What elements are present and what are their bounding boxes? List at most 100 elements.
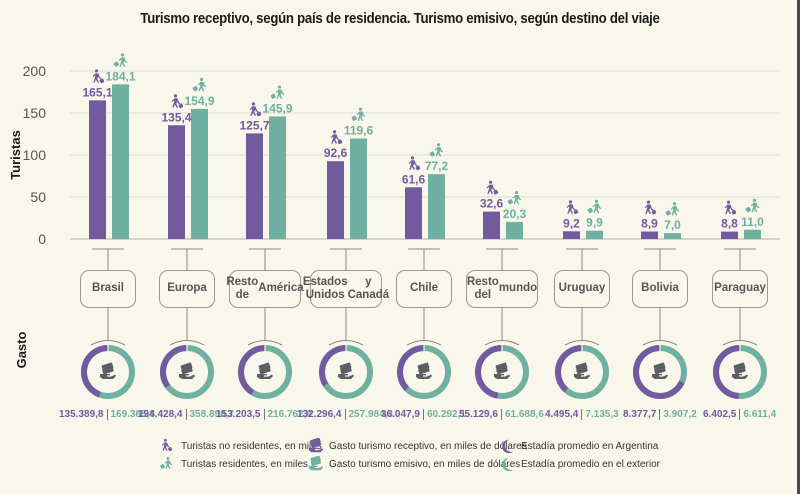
y-tick-label: 100 (23, 147, 47, 163)
tourist-luggage-icon (587, 199, 602, 214)
tourist-luggage-icon (270, 85, 285, 100)
connector-arc (247, 340, 283, 346)
y-axis-title-gasto: Gasto (14, 332, 29, 369)
y-tick-label: 50 (30, 189, 46, 205)
donut-receptivo (238, 345, 266, 396)
legend-label: Gasto turismo emisivo, en miles de dólar… (329, 458, 521, 470)
data-label-residentes: 77,2 (425, 159, 449, 173)
gasto-emisivo-label: 6.611,4 (743, 409, 777, 420)
legend-label: Estadía promedio en Argentina (521, 440, 659, 452)
tourist-luggage-icon (644, 200, 657, 215)
gasto-emisivo-label: 169.365,8 (110, 409, 156, 420)
gasto-values: 4.495,4 7.135,3 (545, 409, 619, 420)
bar-no-residentes (89, 100, 106, 239)
bar-no-residentes (721, 231, 738, 239)
hand-money-icon (308, 456, 324, 471)
data-label-no-residentes: 165,1 (82, 85, 112, 99)
bar-residentes (428, 174, 445, 239)
donut-receptivo (555, 345, 583, 393)
gasto-values: 36.047,9 60.292,1 (381, 409, 466, 420)
y-axis-title-turistas: Turistas (8, 130, 23, 180)
data-label-residentes: 7,0 (664, 218, 681, 232)
category-label: Europa (159, 270, 215, 308)
bar-residentes (586, 230, 603, 239)
bar-no-residentes (483, 211, 500, 239)
connector-arc (328, 340, 364, 346)
y-tick-label: 150 (23, 105, 47, 121)
tourist-luggage-icon (745, 198, 760, 213)
data-label-no-residentes: 61,6 (402, 172, 426, 186)
gasto-emisivo-label: 3.907,2 (663, 409, 697, 420)
tourist-luggage-icon (566, 200, 579, 215)
category-label: Chile (396, 270, 452, 308)
gasto-emisivo-label: 358.890,7 (189, 409, 235, 420)
hand-money-icon (308, 438, 324, 453)
hand-money-icon (652, 362, 668, 379)
hand-money-icon (732, 362, 748, 379)
bar-no-residentes (405, 187, 422, 239)
hand-money-icon (100, 362, 116, 379)
gasto-values: 6.402,5 6.611,4 (703, 409, 776, 420)
donut-receptivo (160, 345, 188, 389)
bar-no-residentes (168, 125, 185, 239)
connector-arc (564, 340, 600, 346)
tourist-luggage-icon (330, 130, 343, 145)
category-label: Resto del mundo (466, 270, 538, 308)
tourist-luggage-icon (408, 156, 421, 171)
legend-item: Turistas no residentes, en miles (160, 438, 322, 454)
tourist-luggage-icon (171, 94, 184, 109)
gasto-values: 132.296,4 257.984,3 (297, 409, 393, 420)
data-label-no-residentes: 92,6 (324, 146, 348, 160)
gasto-emisivo-label: 257.984,3 (348, 409, 394, 420)
right-edge-border (797, 0, 800, 494)
connector-arc (406, 340, 442, 346)
donut-receptivo (81, 345, 109, 398)
gasto-receptivo-label: 8.377,7 (623, 409, 661, 420)
gasto-receptivo-label: 4.495,4 (545, 409, 583, 420)
bar-residentes (744, 229, 761, 239)
category-label: Resto de América (226, 270, 304, 308)
hand-money-icon (574, 362, 590, 379)
bar-residentes (269, 116, 286, 239)
data-label-no-residentes: 9,2 (563, 216, 580, 230)
data-label-no-residentes: 32,6 (480, 197, 504, 211)
legend-label: Estadía promedio en el exterior (521, 458, 660, 470)
tourist-luggage-icon (113, 53, 128, 68)
gasto-values: 194.428,4 358.890,7 (138, 409, 234, 420)
donut-receptivo (397, 345, 425, 391)
tourist-luggage-icon (192, 77, 207, 92)
gasto-emisivo-label: 216.762,9 (267, 409, 313, 420)
walking-tourist-luggage-icon (161, 438, 173, 452)
legend-item: Estadía promedio en Argentina (500, 438, 658, 454)
data-label-residentes: 154,9 (184, 94, 214, 108)
tourist-luggage-icon (249, 102, 262, 117)
data-label-residentes: 9,9 (586, 216, 603, 230)
category-label: Bolivia (632, 270, 688, 308)
bar-no-residentes (327, 161, 344, 239)
y-tick-label: 200 (23, 63, 47, 79)
data-label-no-residentes: 8,9 (641, 217, 658, 231)
bar-no-residentes (641, 231, 658, 239)
data-label-no-residentes: 125,7 (239, 118, 269, 132)
legend-item: Gasto turismo receptivo, en miles de dól… (308, 438, 527, 454)
legend-label: Gasto turismo receptivo, en miles de dól… (329, 440, 527, 452)
gasto-emisivo-label: 60.292,1 (426, 409, 466, 420)
hand-money-icon (416, 362, 432, 379)
hand-money-icon (338, 362, 354, 379)
data-label-no-residentes: 135,4 (161, 110, 191, 124)
gasto-receptivo-label: 55.129,6 (459, 409, 502, 420)
gasto-receptivo-label: 135.389,8 (59, 409, 108, 420)
bar-residentes (112, 84, 129, 239)
bar-residentes (506, 221, 523, 239)
legend-label: Turistas residentes, en miles (181, 458, 308, 470)
data-label-residentes: 11,0 (741, 215, 764, 229)
gasto-receptivo-label: 6.402,5 (703, 409, 741, 420)
connector-arc (484, 340, 520, 346)
legend-label: Turistas no residentes, en miles (181, 440, 322, 452)
tourist-luggage-icon (351, 107, 366, 122)
gasto-values: 135.389,8 169.365,8 (59, 409, 155, 420)
connector-arc (90, 340, 126, 346)
gasto-emisivo-label: 61.688,6 (504, 409, 544, 420)
crescent-moon-icon (502, 457, 514, 472)
